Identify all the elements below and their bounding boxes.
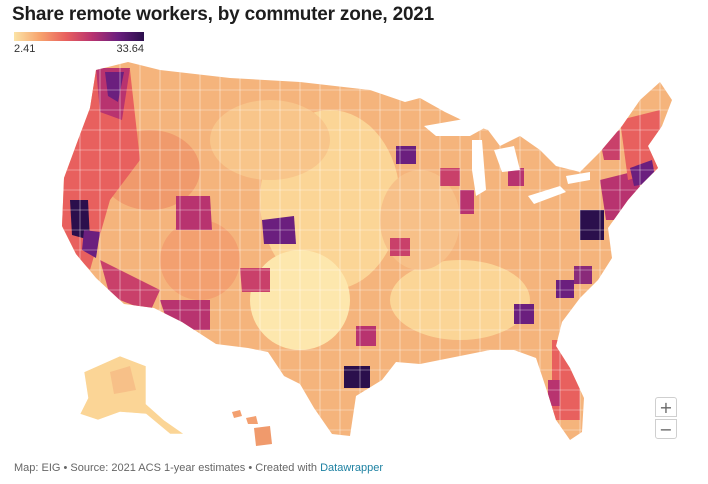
- zone-borders: [62, 62, 672, 440]
- legend-max: 33.64: [116, 43, 144, 55]
- footer-credits: Map: EIG • Source: 2021 ACS 1-year estim…: [14, 462, 383, 474]
- color-legend: 2.41 33.64: [14, 32, 144, 55]
- alaska: [79, 355, 185, 435]
- hawaii: [232, 410, 272, 446]
- legend-min: 2.41: [14, 43, 36, 55]
- great-lakes: [424, 118, 590, 204]
- zoom-in-button[interactable]: +: [655, 397, 677, 417]
- footer-source-text: Map: EIG • Source: 2021 ACS 1-year estim…: [14, 462, 318, 474]
- datawrapper-link[interactable]: Datawrapper: [320, 462, 384, 474]
- us-choropleth-map[interactable]: [0, 52, 708, 452]
- zoom-out-button[interactable]: −: [655, 419, 677, 439]
- legend-gradient: [14, 32, 144, 41]
- map-title: Share remote workers, by commuter zone, …: [12, 4, 435, 25]
